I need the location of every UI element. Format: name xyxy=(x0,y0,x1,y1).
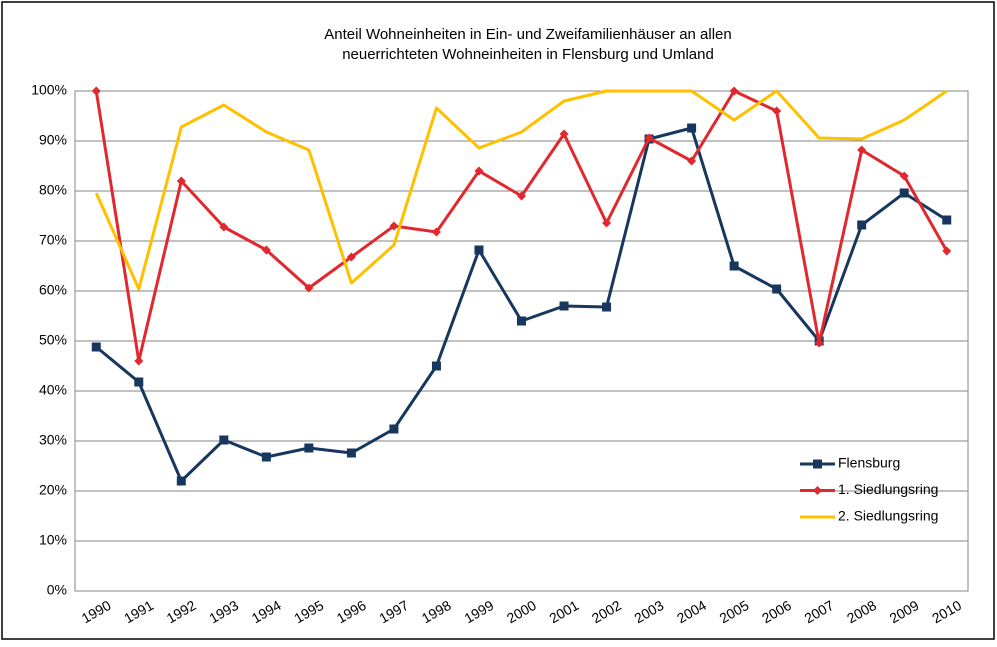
legend-label: Flensburg xyxy=(838,455,900,471)
marker xyxy=(346,252,356,262)
y-tick-label: 20% xyxy=(39,482,67,498)
legend-label: 2. Siedlungsring xyxy=(838,508,938,524)
plot-border xyxy=(74,90,969,592)
y-tick-label: 70% xyxy=(39,232,67,248)
chart-title: Anteil Wohneinheiten in Ein- und Zweifam… xyxy=(324,26,731,43)
y-tick-label: 100% xyxy=(31,82,67,98)
marker xyxy=(219,435,229,445)
marker xyxy=(91,342,101,352)
marker xyxy=(517,316,526,326)
marker xyxy=(431,227,441,237)
marker xyxy=(559,129,569,139)
series-line xyxy=(94,89,948,291)
y-tick-label: 90% xyxy=(39,132,67,148)
marker xyxy=(687,123,697,133)
marker xyxy=(261,245,271,255)
marker xyxy=(134,356,144,366)
marker xyxy=(729,86,739,96)
y-tick-label: 30% xyxy=(39,432,67,448)
marker xyxy=(602,218,612,228)
marker xyxy=(899,188,909,198)
marker xyxy=(942,246,952,256)
marker xyxy=(899,171,909,181)
marker xyxy=(602,302,612,312)
marker xyxy=(261,452,271,462)
marker xyxy=(474,245,484,255)
marker xyxy=(346,448,356,458)
marker xyxy=(813,486,822,495)
marker xyxy=(857,145,867,155)
marker xyxy=(772,106,782,116)
marker xyxy=(687,156,697,166)
marker xyxy=(176,176,186,186)
marker xyxy=(814,338,824,348)
legend-label: 1. Siedlungsring xyxy=(838,481,938,497)
marker xyxy=(517,191,526,201)
marker xyxy=(474,166,484,176)
y-tick-label: 60% xyxy=(39,282,67,298)
y-tick-label: 80% xyxy=(39,182,67,198)
marker xyxy=(304,443,314,453)
marker xyxy=(304,283,314,293)
marker xyxy=(644,133,654,143)
marker xyxy=(729,261,739,271)
marker xyxy=(559,301,569,311)
marker xyxy=(942,215,952,225)
y-tick-label: 10% xyxy=(39,532,67,548)
y-tick-label: 40% xyxy=(39,382,67,398)
marker xyxy=(431,361,441,371)
chart-title: neuerrichteten Wohneinheiten in Flensbur… xyxy=(342,46,714,63)
marker xyxy=(134,377,144,387)
marker xyxy=(813,459,822,469)
marker xyxy=(389,424,399,434)
marker xyxy=(389,221,399,231)
y-tick-label: 50% xyxy=(39,332,67,348)
marker xyxy=(176,476,186,486)
marker xyxy=(857,220,867,230)
marker xyxy=(91,86,101,96)
marker xyxy=(219,222,229,232)
marker xyxy=(772,284,782,294)
y-tick-label: 0% xyxy=(47,582,67,598)
